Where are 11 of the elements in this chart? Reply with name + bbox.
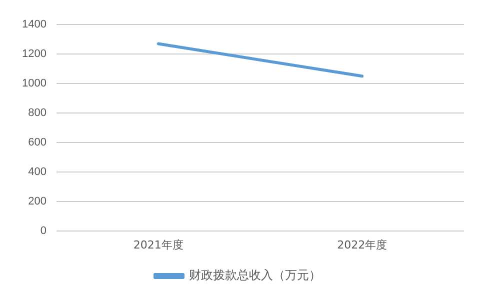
y-tick-label: 1000: [22, 78, 46, 90]
legend-label: 财政拨款总收入（万元）: [189, 268, 321, 282]
x-tick-label: 2022年度: [337, 238, 388, 252]
y-tick-label: 200: [28, 195, 46, 208]
y-tick-label: 400: [28, 166, 46, 178]
y-tick-label: 1200: [22, 48, 46, 60]
y-tick-label: 0: [40, 224, 46, 237]
x-tick-label: 2021年度: [133, 238, 184, 252]
y-tick-label: 1400: [22, 18, 46, 31]
y-tick-label: 600: [28, 136, 46, 148]
y-tick-label: 800: [28, 107, 46, 120]
